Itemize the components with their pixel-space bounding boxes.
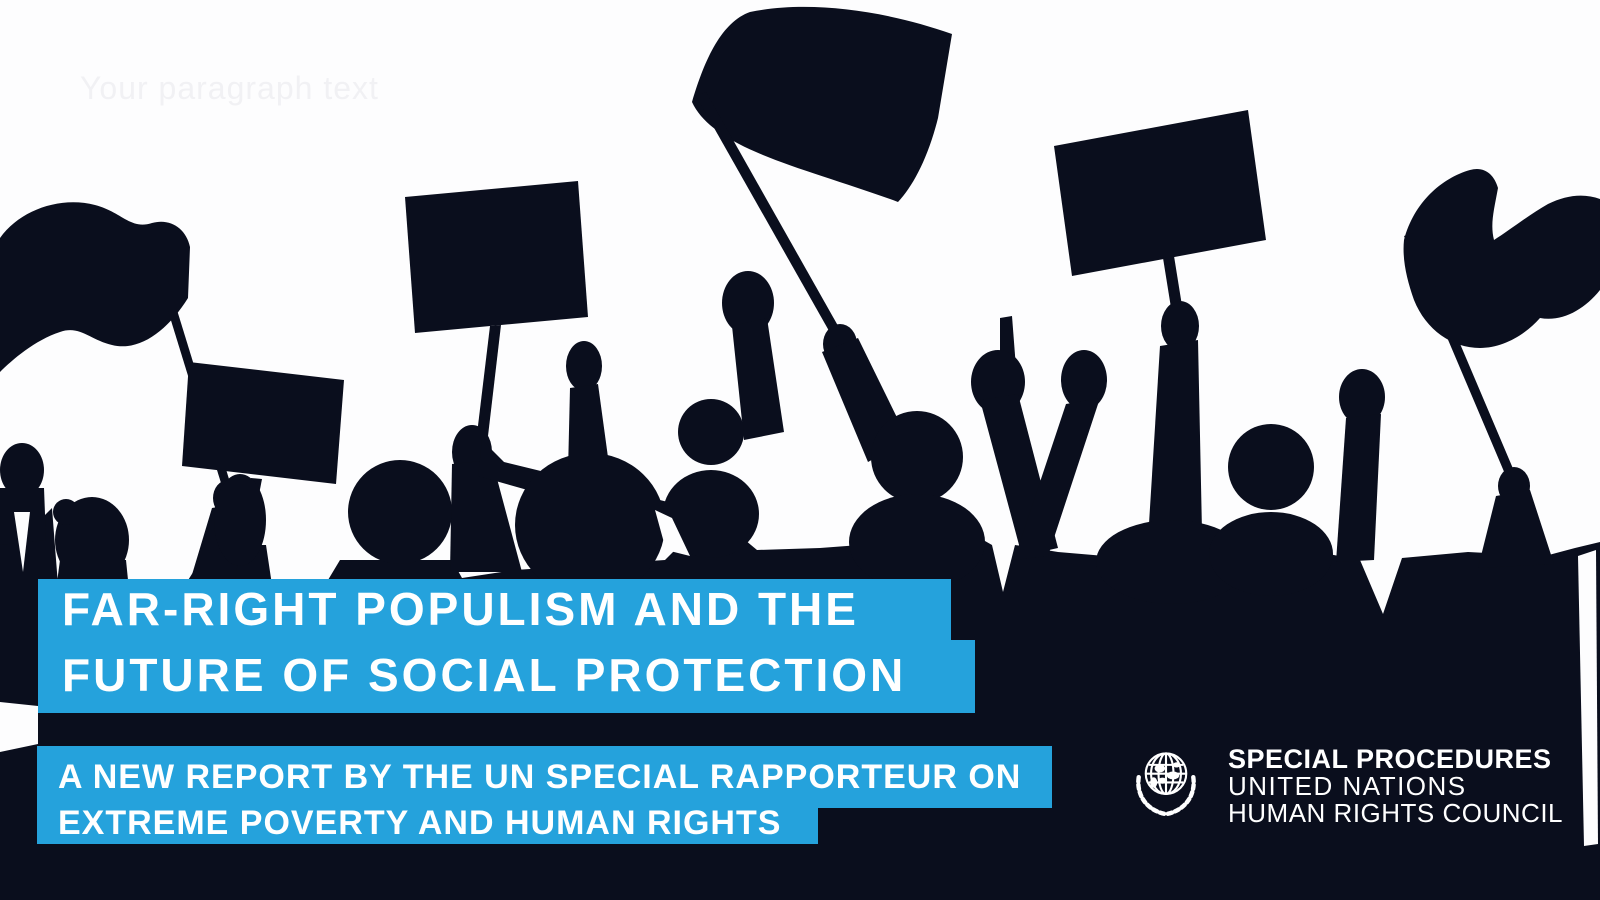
gap-sliver-center xyxy=(655,510,690,556)
fist-right-icon xyxy=(1336,369,1385,562)
fist-center-icon xyxy=(722,271,784,440)
un-org-line1: SPECIAL PROCEDURES xyxy=(1228,744,1552,774)
subtitle-line2: EXTREME POVERTY AND HUMAN RIGHTS xyxy=(58,804,782,842)
title-line1: FAR-RIGHT POPULISM AND THE xyxy=(62,583,859,635)
title-line2: FUTURE OF SOCIAL PROTECTION xyxy=(62,649,907,701)
subtitle-line1: A NEW REPORT BY THE UN SPECIAL RAPPORTEU… xyxy=(58,758,1022,796)
flag-right-icon xyxy=(1403,168,1600,568)
un-org-line3: HUMAN RIGHTS COUNCIL xyxy=(1228,798,1564,828)
flag-center-icon xyxy=(692,6,952,462)
gap-sliver-right-edge xyxy=(1578,550,1598,846)
head-center-right xyxy=(849,411,985,590)
fist-small-center-icon xyxy=(566,341,610,472)
title-banner-row2: FUTURE OF SOCIAL PROTECTION xyxy=(38,640,975,713)
placard-right-icon xyxy=(1054,110,1266,604)
title-banner-row1: FAR-RIGHT POPULISM AND THE xyxy=(38,579,951,640)
watermark-text: Your paragraph text xyxy=(80,70,379,106)
gap-sliver-left xyxy=(14,512,30,572)
figure-center-mass xyxy=(515,453,665,597)
un-org-line2: UNITED NATIONS xyxy=(1228,771,1467,801)
head-center-left xyxy=(663,399,759,558)
fist-crossing-icon xyxy=(1014,350,1107,560)
gap-notch-left-margin xyxy=(0,702,38,752)
placard-left-icon xyxy=(182,362,344,566)
subtitle-banner-row2: EXTREME POVERTY AND HUMAN RIGHTS xyxy=(37,804,818,844)
un-emblem-icon xyxy=(1136,752,1196,817)
un-text-block: SPECIAL PROCEDURES UNITED NATIONS HUMAN … xyxy=(1228,745,1563,827)
head-left-figure xyxy=(348,460,452,564)
head-right-figure xyxy=(1209,424,1333,596)
un-footer-block: SPECIAL PROCEDURES UNITED NATIONS HUMAN … xyxy=(1118,742,1563,830)
subtitle-banner-row1: A NEW REPORT BY THE UN SPECIAL RAPPORTEU… xyxy=(37,746,1052,808)
